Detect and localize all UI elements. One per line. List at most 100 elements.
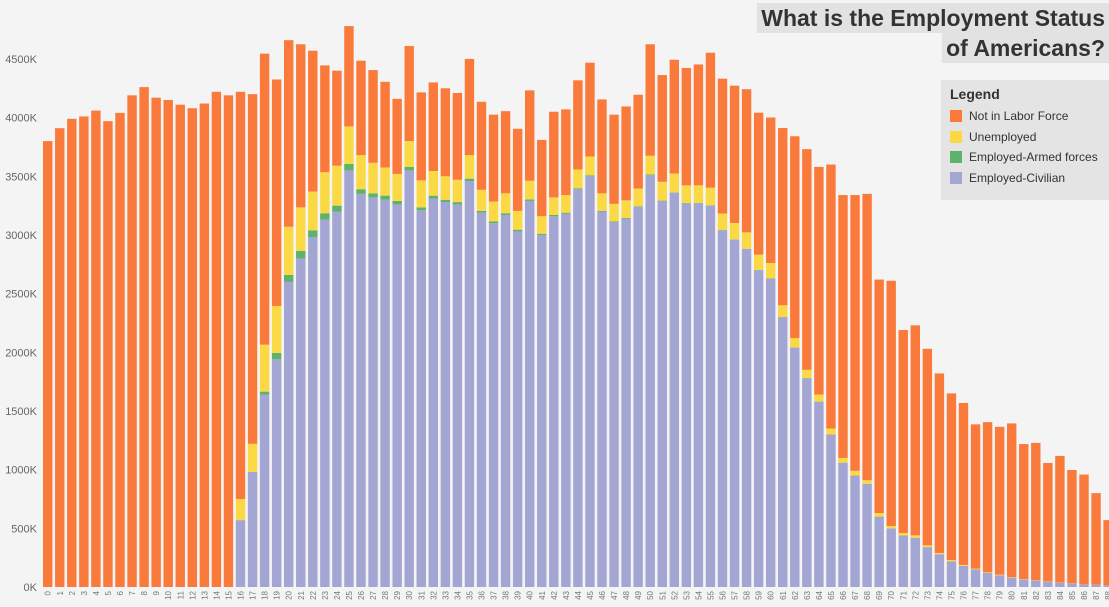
bar-segment-employed-civilian[interactable] <box>741 249 752 587</box>
bar-segment-employed-civilian[interactable] <box>549 216 559 588</box>
bar-segment-unemployed[interactable] <box>247 443 258 472</box>
bar-segment-unemployed[interactable] <box>741 232 752 249</box>
bar-segment-unemployed[interactable] <box>296 207 306 251</box>
bar-segment-employed-civilian[interactable] <box>368 197 378 588</box>
bar-segment-not-in-labor-force[interactable] <box>296 44 306 208</box>
bar-segment-unemployed[interactable] <box>488 201 499 222</box>
legend-item-employed-armed-forces[interactable]: Employed-Armed forces <box>950 147 1100 168</box>
bar-segment-not-in-labor-force[interactable] <box>368 70 378 163</box>
bar-segment-unemployed[interactable] <box>886 525 896 529</box>
bar-segment-unemployed[interactable] <box>525 180 535 200</box>
bar-segment-employed-armed-forces[interactable] <box>573 188 583 190</box>
bar-segment-employed-civilian[interactable] <box>1043 581 1053 587</box>
bar-segment-unemployed[interactable] <box>235 498 246 521</box>
bar-segment-employed-civilian[interactable] <box>790 347 800 587</box>
bar-segment-unemployed[interactable] <box>621 200 631 218</box>
bar-segment-unemployed[interactable] <box>681 185 692 203</box>
bar-segment-not-in-labor-force[interactable] <box>320 65 330 173</box>
bar-segment-employed-civilian[interactable] <box>235 520 246 587</box>
bar-segment-not-in-labor-force[interactable] <box>693 64 704 186</box>
bar-segment-not-in-labor-force[interactable] <box>753 112 764 255</box>
bar-segment-employed-civilian[interactable] <box>922 547 933 587</box>
bar-segment-not-in-labor-force[interactable] <box>308 50 318 192</box>
bar-segment-not-in-labor-force[interactable] <box>886 280 896 526</box>
bar-segment-unemployed[interactable] <box>922 545 933 548</box>
bar-segment-employed-civilian[interactable] <box>1007 577 1017 587</box>
bar-segment-not-in-labor-force[interactable] <box>585 62 595 157</box>
bar-segment-employed-civilian[interactable] <box>1067 583 1077 587</box>
bar-segment-employed-armed-forces[interactable] <box>645 174 655 176</box>
bar-segment-unemployed[interactable] <box>308 191 318 231</box>
bar-segment-employed-civilian[interactable] <box>970 569 981 587</box>
bar-segment-unemployed[interactable] <box>597 193 607 211</box>
bar-segment-not-in-labor-force[interactable] <box>1091 493 1101 585</box>
bar-segment-employed-armed-forces[interactable] <box>271 352 282 360</box>
bar-segment-employed-civilian[interactable] <box>778 317 788 587</box>
bar-segment-employed-civilian[interactable] <box>1103 585 1109 587</box>
bar-segment-unemployed[interactable] <box>729 222 740 240</box>
bar-segment-unemployed[interactable] <box>356 155 366 190</box>
bar-segment-unemployed[interactable] <box>669 173 679 193</box>
bar-segment-not-in-labor-force[interactable] <box>922 348 933 546</box>
bar-segment-not-in-labor-force[interactable] <box>994 426 1005 575</box>
bar-segment-employed-civilian[interactable] <box>934 554 945 587</box>
bar-segment-not-in-labor-force[interactable] <box>79 116 89 587</box>
bar-segment-employed-civilian[interactable] <box>814 401 824 587</box>
bar-segment-unemployed[interactable] <box>259 344 270 392</box>
bar-segment-employed-civilian[interactable] <box>693 203 704 587</box>
bar-segment-not-in-labor-force[interactable] <box>416 92 426 181</box>
bar-segment-not-in-labor-force[interactable] <box>380 81 390 168</box>
bar-segment-employed-civilian[interactable] <box>428 198 438 587</box>
bar-segment-unemployed[interactable] <box>705 187 716 206</box>
bar-segment-unemployed[interactable] <box>440 176 451 200</box>
bar-segment-employed-civilian[interactable] <box>561 213 571 587</box>
bar-segment-unemployed[interactable] <box>753 254 764 270</box>
bar-segment-employed-civilian[interactable] <box>1019 579 1029 587</box>
bar-segment-unemployed[interactable] <box>693 185 704 203</box>
bar-segment-employed-armed-forces[interactable] <box>416 207 426 211</box>
bar-segment-not-in-labor-force[interactable] <box>898 330 908 534</box>
bar-segment-not-in-labor-force[interactable] <box>247 94 258 444</box>
bar-segment-employed-civilian[interactable] <box>898 535 908 587</box>
bar-segment-unemployed[interactable] <box>561 195 571 213</box>
bar-segment-unemployed[interactable] <box>320 172 330 214</box>
bar-segment-employed-armed-forces[interactable] <box>356 189 366 194</box>
bar-segment-unemployed[interactable] <box>573 169 583 189</box>
bar-segment-not-in-labor-force[interactable] <box>91 110 101 588</box>
bar-segment-employed-armed-forces[interactable] <box>585 175 595 177</box>
bar-segment-unemployed[interactable] <box>982 572 993 573</box>
bar-segment-employed-armed-forces[interactable] <box>452 202 463 205</box>
bar-segment-employed-civilian[interactable] <box>476 212 487 587</box>
bar-segment-unemployed[interactable] <box>790 338 800 348</box>
bar-segment-unemployed[interactable] <box>958 564 969 566</box>
bar-segment-employed-civilian[interactable] <box>500 215 511 588</box>
bar-segment-not-in-labor-force[interactable] <box>982 422 993 573</box>
bar-segment-employed-armed-forces[interactable] <box>284 274 294 282</box>
bar-segment-employed-civilian[interactable] <box>356 193 366 587</box>
bar-segment-employed-civilian[interactable] <box>838 462 848 587</box>
bar-segment-not-in-labor-force[interactable] <box>814 166 824 395</box>
bar-segment-employed-civilian[interactable] <box>802 378 812 587</box>
bar-segment-not-in-labor-force[interactable] <box>1103 520 1109 586</box>
bar-segment-employed-armed-forces[interactable] <box>488 221 499 224</box>
bar-segment-employed-civilian[interactable] <box>958 565 969 587</box>
bar-segment-not-in-labor-force[interactable] <box>151 97 161 587</box>
bar-segment-unemployed[interactable] <box>380 167 390 196</box>
bar-segment-employed-civilian[interactable] <box>320 219 330 587</box>
bar-segment-unemployed[interactable] <box>416 180 426 208</box>
bar-segment-employed-armed-forces[interactable] <box>368 193 378 198</box>
bar-segment-not-in-labor-force[interactable] <box>561 109 571 196</box>
bar-segment-not-in-labor-force[interactable] <box>476 101 487 190</box>
bar-segment-employed-civilian[interactable] <box>308 237 318 587</box>
bar-segment-not-in-labor-force[interactable] <box>404 46 414 142</box>
bar-segment-not-in-labor-force[interactable] <box>1031 442 1041 581</box>
bar-segment-unemployed[interactable] <box>717 213 728 231</box>
legend-item-unemployed[interactable]: Unemployed <box>950 127 1100 148</box>
bar-segment-unemployed[interactable] <box>585 156 595 176</box>
legend-item-not-in-labor-force[interactable]: Not in Labor Force <box>950 106 1100 127</box>
bar-segment-employed-civilian[interactable] <box>645 175 655 587</box>
bar-segment-not-in-labor-force[interactable] <box>874 279 884 514</box>
bar-segment-not-in-labor-force[interactable] <box>850 195 860 471</box>
bar-segment-unemployed[interactable] <box>284 226 294 275</box>
bar-segment-employed-civilian[interactable] <box>585 176 595 588</box>
